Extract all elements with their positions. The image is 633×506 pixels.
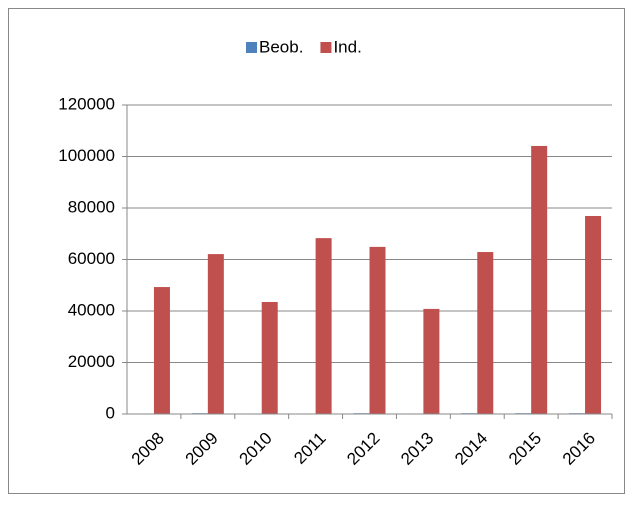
y-tick-label: 20000 xyxy=(68,352,115,371)
y-tick-label: 40000 xyxy=(68,300,115,319)
legend-label: Ind. xyxy=(333,37,361,56)
y-tick-label: 60000 xyxy=(68,249,115,268)
y-tick-label: 80000 xyxy=(68,197,115,216)
bar xyxy=(531,145,548,414)
bar xyxy=(315,238,332,414)
bar xyxy=(585,215,602,414)
legend-swatch xyxy=(320,42,332,53)
legend-swatch xyxy=(246,42,257,53)
y-tick-label: 120000 xyxy=(58,94,115,113)
legend-label: Beob. xyxy=(259,37,303,56)
bar xyxy=(477,252,494,414)
y-tick-label: 100000 xyxy=(58,146,115,165)
bar xyxy=(153,287,170,414)
bar xyxy=(369,246,386,414)
y-tick-label: 0 xyxy=(106,403,115,422)
bar xyxy=(261,301,278,414)
bar xyxy=(423,308,440,414)
bar xyxy=(207,254,224,414)
